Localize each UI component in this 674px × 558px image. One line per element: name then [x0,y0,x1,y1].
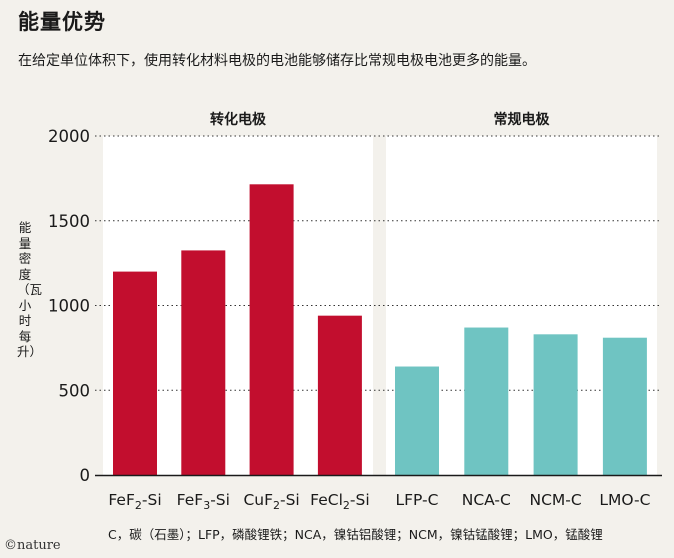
bar [181,250,226,475]
y-tick-label: 0 [80,466,91,485]
y-tick-label: 1000 [48,297,90,316]
nature-logo: ©nature [4,538,61,553]
bar [464,327,509,475]
footnote: C，碳（石墨）；LFP，磷酸锂铁；NCA，镍钴铝酸锂；NCM，镍钴锰酸锂；LMO… [108,527,603,542]
y-tick-label: 1500 [48,212,90,231]
y-tick-label: 2000 [48,127,90,146]
x-tick-label: FeF2-Si [108,491,161,512]
bar [395,366,439,475]
bar [533,334,578,475]
x-tick-label: NCM-C [529,491,581,509]
panel-title: 常规电极 [494,111,551,128]
bar [249,184,294,475]
panel-title: 转化电极 [210,111,267,128]
x-tick-label: LFP-C [396,491,439,509]
chart-subtitle: 在给定单位体积下，使用转化材料电极的电池能够储存比常规电极电池更多的能量。 [18,53,536,69]
x-tick-label: FeCl2-Si [310,491,369,512]
y-tick-label: 500 [59,381,91,400]
y-axis-label: 能量密度（瓦小时每升） [17,220,43,359]
x-tick-label: LMO-C [599,491,650,509]
chart-title: 能量优势 [18,10,106,34]
x-tick-label: NCA-C [462,491,511,509]
bar [602,337,647,475]
bar [113,271,157,475]
x-tick-label: FeF3-Si [177,491,230,512]
bar [317,315,362,475]
x-tick-label: CuF2-Si [243,491,299,512]
